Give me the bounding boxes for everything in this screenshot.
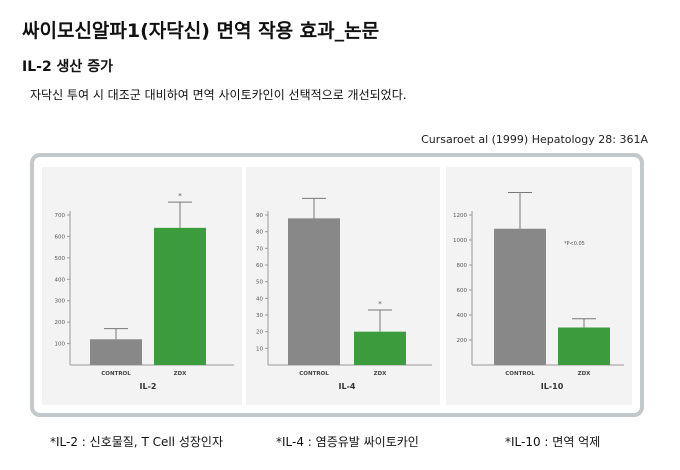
page-title: 싸이모신알파1(자닥신) 면역 작용 효과_논문 [22, 20, 380, 42]
il10-y-tick-label: 400 [457, 313, 468, 319]
il2-panel-bg [42, 167, 242, 405]
il4-bar-control [288, 218, 340, 365]
il4-category-label: ZDX [374, 371, 388, 377]
il2-x-label: IL-2 [140, 382, 157, 391]
il4-y-tick-label: 90 [256, 213, 263, 219]
il10-y-tick-label: 800 [457, 263, 468, 269]
footnote-il4: *IL-4 : 염증유발 싸이토카인 [276, 435, 419, 449]
il4-y-tick-label: 80 [256, 230, 263, 236]
footnote-il2: *IL-2 : 신호물질, T Cell 성장인자 [50, 435, 223, 449]
il4-category-label: CONTROL [299, 371, 329, 377]
il2-y-tick-label: 700 [55, 213, 66, 219]
il10-category-label: CONTROL [505, 371, 535, 377]
il4-y-tick-label: 60 [256, 263, 263, 269]
il2-y-tick-label: 300 [55, 299, 66, 305]
il2-y-tick-label: 100 [55, 342, 66, 348]
il4-y-tick-label: 20 [256, 330, 263, 336]
il2-y-tick-label: 600 [55, 234, 66, 240]
il4-significance-mark: * [378, 300, 382, 308]
il2-bar-zdx [154, 227, 206, 365]
il2-y-tick-label: 400 [55, 277, 66, 283]
il10-bar-zdx [558, 327, 610, 365]
description-text: 자닥신 투여 시 대조군 대비하여 면역 사이토카인이 선택적으로 개선되었다. [30, 88, 407, 102]
il2-significance-mark: * [178, 192, 182, 200]
il4-y-tick-label: 10 [256, 346, 263, 352]
il4-y-tick-label: 70 [256, 246, 263, 252]
il10-y-tick-label: 1000 [453, 238, 467, 244]
il2-y-tick-label: 500 [55, 256, 66, 262]
il10-x-label: IL-10 [541, 382, 564, 391]
charts-svg: 100 200 300 400 500 600 700 CONTROL * ZDX IL-2 10 20… [42, 167, 632, 405]
il2-y-tick-label: 200 [55, 320, 66, 326]
il4-bar-zdx [354, 331, 406, 365]
il10-y-tick-label: 600 [457, 288, 468, 294]
il4-panel-bg [246, 167, 440, 405]
section-subtitle: IL-2 생산 증가 [22, 59, 113, 75]
il4-x-label: IL-4 [339, 382, 356, 391]
il2-category-label: ZDX [174, 371, 188, 377]
il10-note: *P<0.05 [564, 241, 585, 247]
footnote-il10: *IL-10 : 면역 억제 [505, 435, 601, 449]
il10-bar-control [494, 228, 546, 365]
il2-bar-control [90, 339, 142, 365]
il10-category-label: ZDX [578, 371, 592, 377]
il4-y-tick-label: 50 [256, 280, 263, 286]
il2-category-label: CONTROL [101, 371, 131, 377]
il10-y-tick-label: 1200 [453, 213, 467, 219]
chart-frame: 100 200 300 400 500 600 700 CONTROL * ZDX IL-2 10 20… [30, 153, 644, 417]
citation: Cursaroet al (1999) Hepatology 28: 361A [421, 133, 648, 146]
il4-y-tick-label: 40 [256, 296, 263, 302]
il4-y-tick-label: 30 [256, 313, 263, 319]
il10-y-tick-label: 200 [457, 338, 468, 344]
